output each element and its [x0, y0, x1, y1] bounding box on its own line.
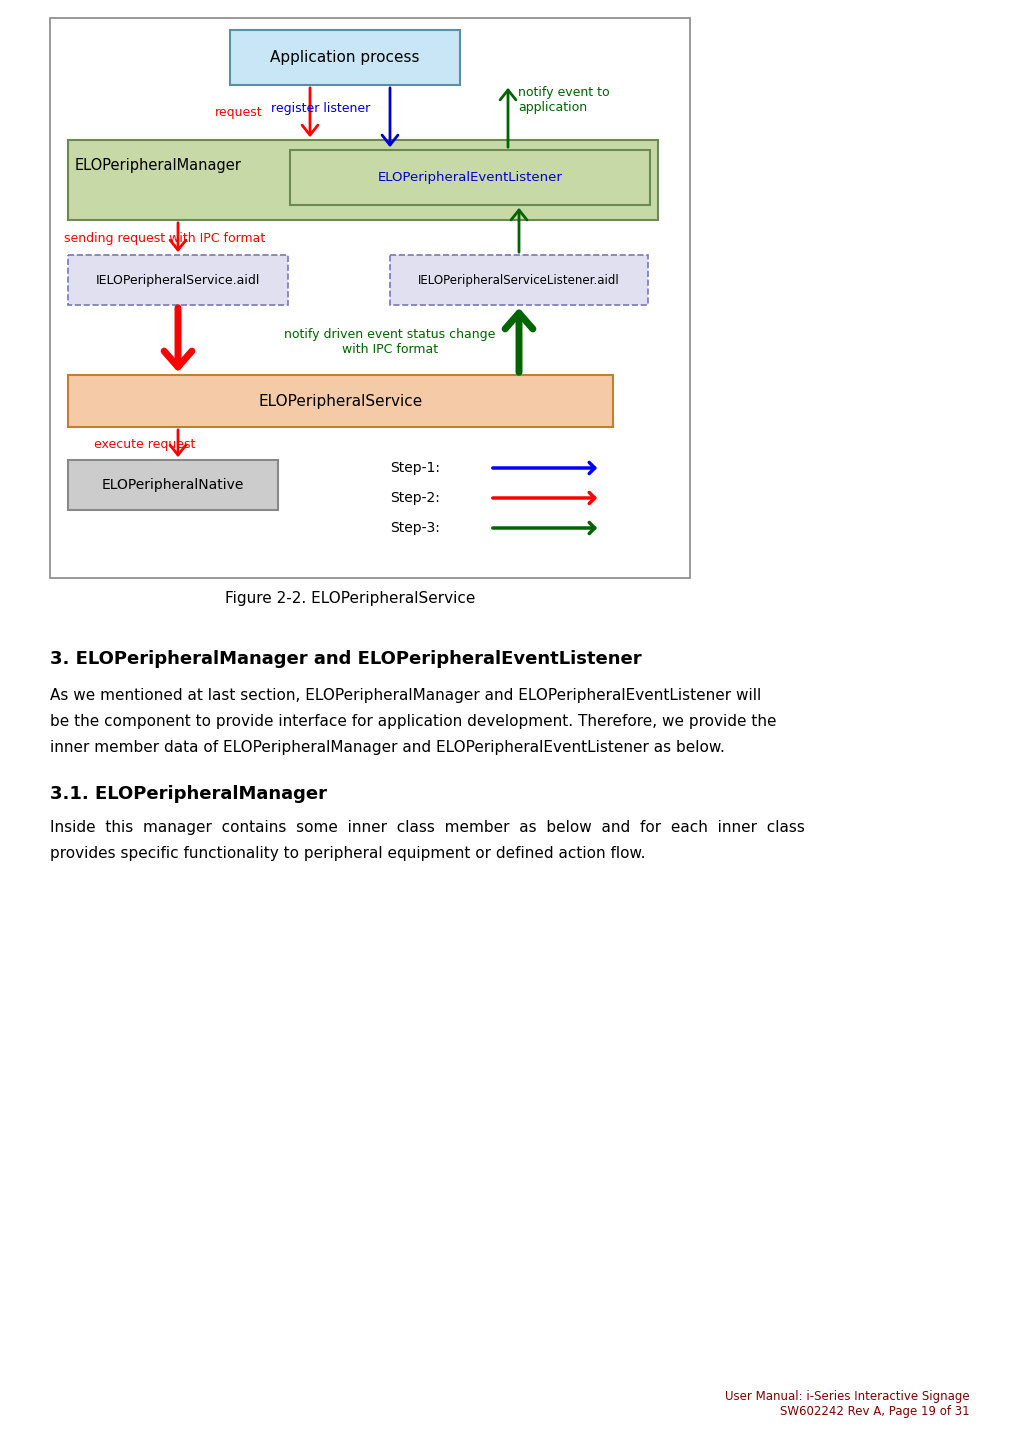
Text: Figure 2-2. ELOPeripheralService: Figure 2-2. ELOPeripheralService — [225, 590, 476, 606]
Text: User Manual: i-Series Interactive Signage
SW602242 Rev A, Page 19 of 31: User Manual: i-Series Interactive Signag… — [725, 1391, 970, 1418]
Text: notify driven event status change
with IPC format: notify driven event status change with I… — [284, 328, 496, 357]
Text: IELOPeripheralService.aidl: IELOPeripheralService.aidl — [95, 274, 261, 287]
Bar — [68, 141, 658, 220]
Text: 3.1. ELOPeripheralManager: 3.1. ELOPeripheralManager — [50, 784, 327, 803]
Text: provides specific functionality to peripheral equipment or defined action flow.: provides specific functionality to perip… — [50, 845, 646, 861]
Text: request: request — [214, 106, 262, 119]
Text: execute request: execute request — [94, 438, 196, 451]
Bar — [68, 255, 288, 304]
Text: Application process: Application process — [271, 49, 420, 65]
Text: ELOPeripheralService: ELOPeripheralService — [259, 393, 423, 409]
Text: Inside  this  manager  contains  some  inner  class  member  as  below  and  for: Inside this manager contains some inner … — [50, 821, 805, 835]
Bar — [290, 149, 650, 204]
Text: ELOPeripheralEventListener: ELOPeripheralEventListener — [377, 171, 563, 184]
Bar — [390, 255, 648, 304]
Bar — [68, 460, 278, 510]
Text: ELOPeripheralNative: ELOPeripheralNative — [101, 478, 244, 492]
Text: register listener: register listener — [271, 102, 370, 115]
Text: ELOPeripheralManager: ELOPeripheralManager — [75, 158, 242, 173]
Text: Step-1:: Step-1: — [390, 461, 440, 476]
Bar — [50, 17, 690, 579]
Text: notify event to
application: notify event to application — [518, 86, 609, 115]
Text: 3. ELOPeripheralManager and ELOPeripheralEventListener: 3. ELOPeripheralManager and ELOPeriphera… — [50, 650, 642, 668]
Text: Step-3:: Step-3: — [390, 521, 440, 535]
Text: IELOPeripheralServiceListener.aidl: IELOPeripheralServiceListener.aidl — [418, 274, 620, 287]
Text: inner member data of ELOPeripheralManager and ELOPeripheralEventListener as belo: inner member data of ELOPeripheralManage… — [50, 740, 725, 755]
Bar — [68, 376, 613, 426]
Text: sending request with IPC format: sending request with IPC format — [64, 232, 266, 245]
Text: be the component to provide interface for application development. Therefore, we: be the component to provide interface fo… — [50, 713, 777, 729]
Bar — [230, 30, 460, 86]
Text: Step-2:: Step-2: — [390, 492, 440, 505]
Text: As we mentioned at last section, ELOPeripheralManager and ELOPeripheralEventList: As we mentioned at last section, ELOPeri… — [50, 687, 762, 703]
